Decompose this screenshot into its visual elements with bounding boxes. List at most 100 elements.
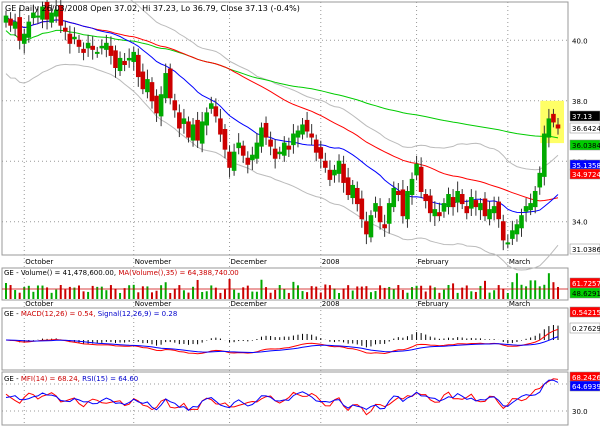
candle-body [72,36,77,40]
volume-bar [324,284,327,299]
volume-bar [32,291,35,299]
volume-bar [356,286,359,299]
volume-bar [41,285,44,299]
volume-bar [365,286,368,299]
mfi-badge-0: 68.2426 [572,374,600,382]
signal-line [5,336,559,354]
candle-body [204,112,210,126]
macd-badge-0-bg [569,306,600,318]
candle-body [195,119,200,141]
price-badge-4-bg [569,168,600,180]
candle-body [291,133,296,146]
volume-bar [23,287,26,299]
volume-bar [347,285,350,299]
volume-legend-volume: Volume() = 41,478,600.00, [21,269,116,277]
volume-bar [470,291,473,299]
candle-body [81,48,86,53]
candle-body [208,103,214,109]
volume-bar [160,285,163,299]
volume-bar [296,285,299,299]
ma-fast-line [5,15,559,214]
chart-header: GE Daily 26/03/2008 Open 37.02, Hi 37.23… [5,4,300,13]
candle-body [12,21,18,29]
y-tick-38.0: 38.0 [572,98,588,106]
candle-body [446,194,451,208]
candle-body [126,57,132,61]
candle-body [427,195,433,214]
volume-bar [461,287,464,299]
candle-body [199,121,205,144]
volume-bar [374,291,377,299]
candle-body [99,45,105,49]
volume-bar [164,282,167,299]
volume-bar [269,292,272,299]
candle-body [304,119,310,132]
volume-bar [411,287,414,299]
month-label-lower-march: March [509,300,530,308]
candle-body [542,133,547,177]
volume-bar [474,291,477,299]
volume-bar [73,287,76,299]
volume-bar [173,288,176,299]
candle-body [117,57,123,72]
candle-body [473,200,479,208]
mfi-tick-30.0: 30.0 [572,408,588,416]
candle-body [85,42,91,49]
candle-body [491,206,497,214]
volume-bar [109,285,112,299]
volume-bar [64,289,67,299]
volume-bar [169,292,172,299]
volume-bar [415,285,418,299]
candle-body [277,151,283,155]
volume-bar [287,292,290,299]
candle-body [26,21,32,38]
price-badge-4: 34.9724 [572,171,600,179]
candle-body [135,54,141,78]
volume-bar [114,288,117,299]
candle-body [455,190,460,203]
candle-body [3,15,9,23]
candle-body [478,203,483,211]
candle-body [382,224,387,229]
candle-body [167,68,173,99]
price-badge-1-bg [569,122,600,134]
macd-badges: 0.542153 0.276292 [569,306,600,334]
candle-body [245,157,251,165]
candle-body [400,189,406,217]
candle-body [31,12,36,19]
candle-body [272,148,278,159]
candle-body [94,51,100,54]
ticker-label: GE [5,4,16,13]
candle-body [341,163,346,183]
price-badge-5: 31.0386 [572,246,600,254]
volume-bar [246,285,249,299]
price-badge-2: 36.0384 [572,142,600,150]
volume-legend: GE - Volume() = 41,478,600.00, MA(Volume… [4,269,239,277]
candle-body [8,18,13,26]
volume-bars [2,273,568,299]
candle-body [268,139,273,147]
volume-bar [397,285,400,299]
volume-bar [192,286,195,299]
candle-body [281,142,287,156]
candle-body [368,215,374,238]
volume-bar [525,286,528,299]
candle-body [450,197,456,208]
candle-body [250,154,255,161]
month-label-december: December [231,258,267,266]
volume-bar [178,285,181,299]
volume-bar [456,292,459,299]
volume-bar [543,284,546,299]
candle-body [441,203,447,212]
volume-bar [146,286,149,299]
month-label-lower-february: February [418,300,449,308]
volume-bar [388,286,391,299]
volume-bar [196,279,199,299]
candle-body [532,190,538,208]
macd-lines [5,328,559,355]
volume-bar [27,285,30,299]
lower-band [5,63,559,271]
volume-bar [50,292,53,299]
candle-body [263,122,269,138]
